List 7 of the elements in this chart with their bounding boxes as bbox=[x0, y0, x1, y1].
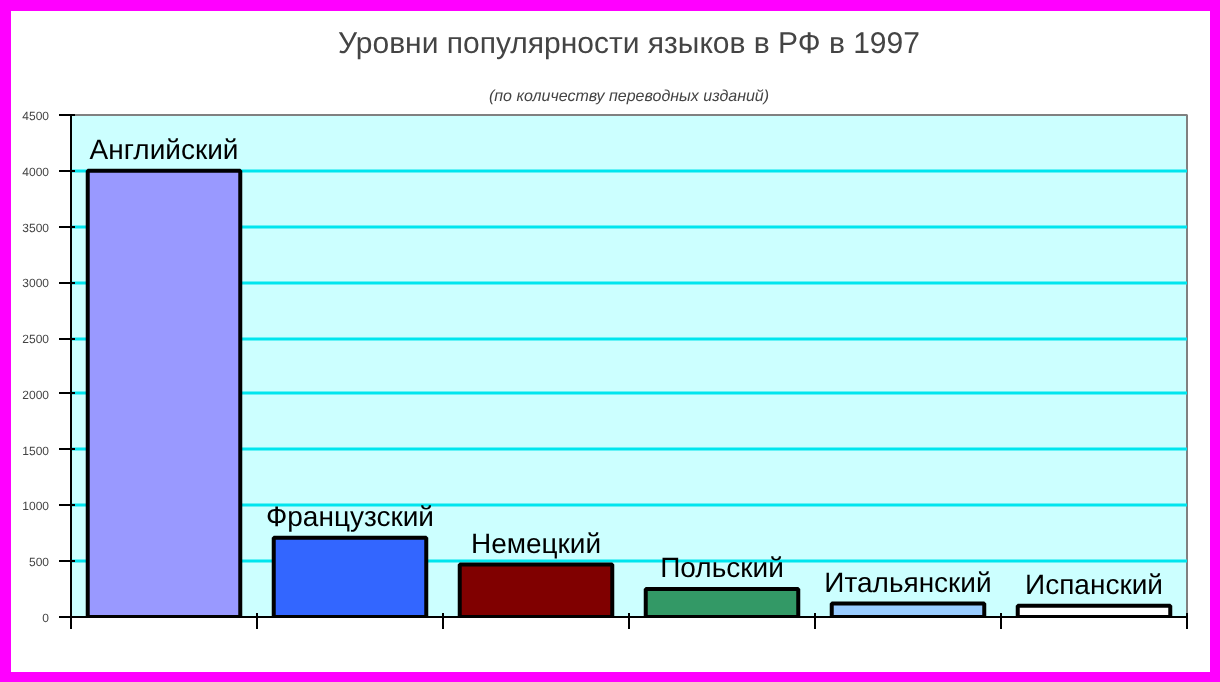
x-tick-label: Итальянский bbox=[824, 565, 992, 598]
chart-subtitle: (по количеству переводных изданий) bbox=[488, 87, 770, 105]
x-tick-label: Немецкий bbox=[470, 526, 602, 559]
x-tick-label: Испанский bbox=[1025, 567, 1163, 600]
x-tick-label: Французский bbox=[266, 499, 435, 532]
x-tick-label: Английский bbox=[89, 132, 239, 165]
chart-title: Уровни популярности языков в РФ в 1997 bbox=[338, 27, 920, 61]
